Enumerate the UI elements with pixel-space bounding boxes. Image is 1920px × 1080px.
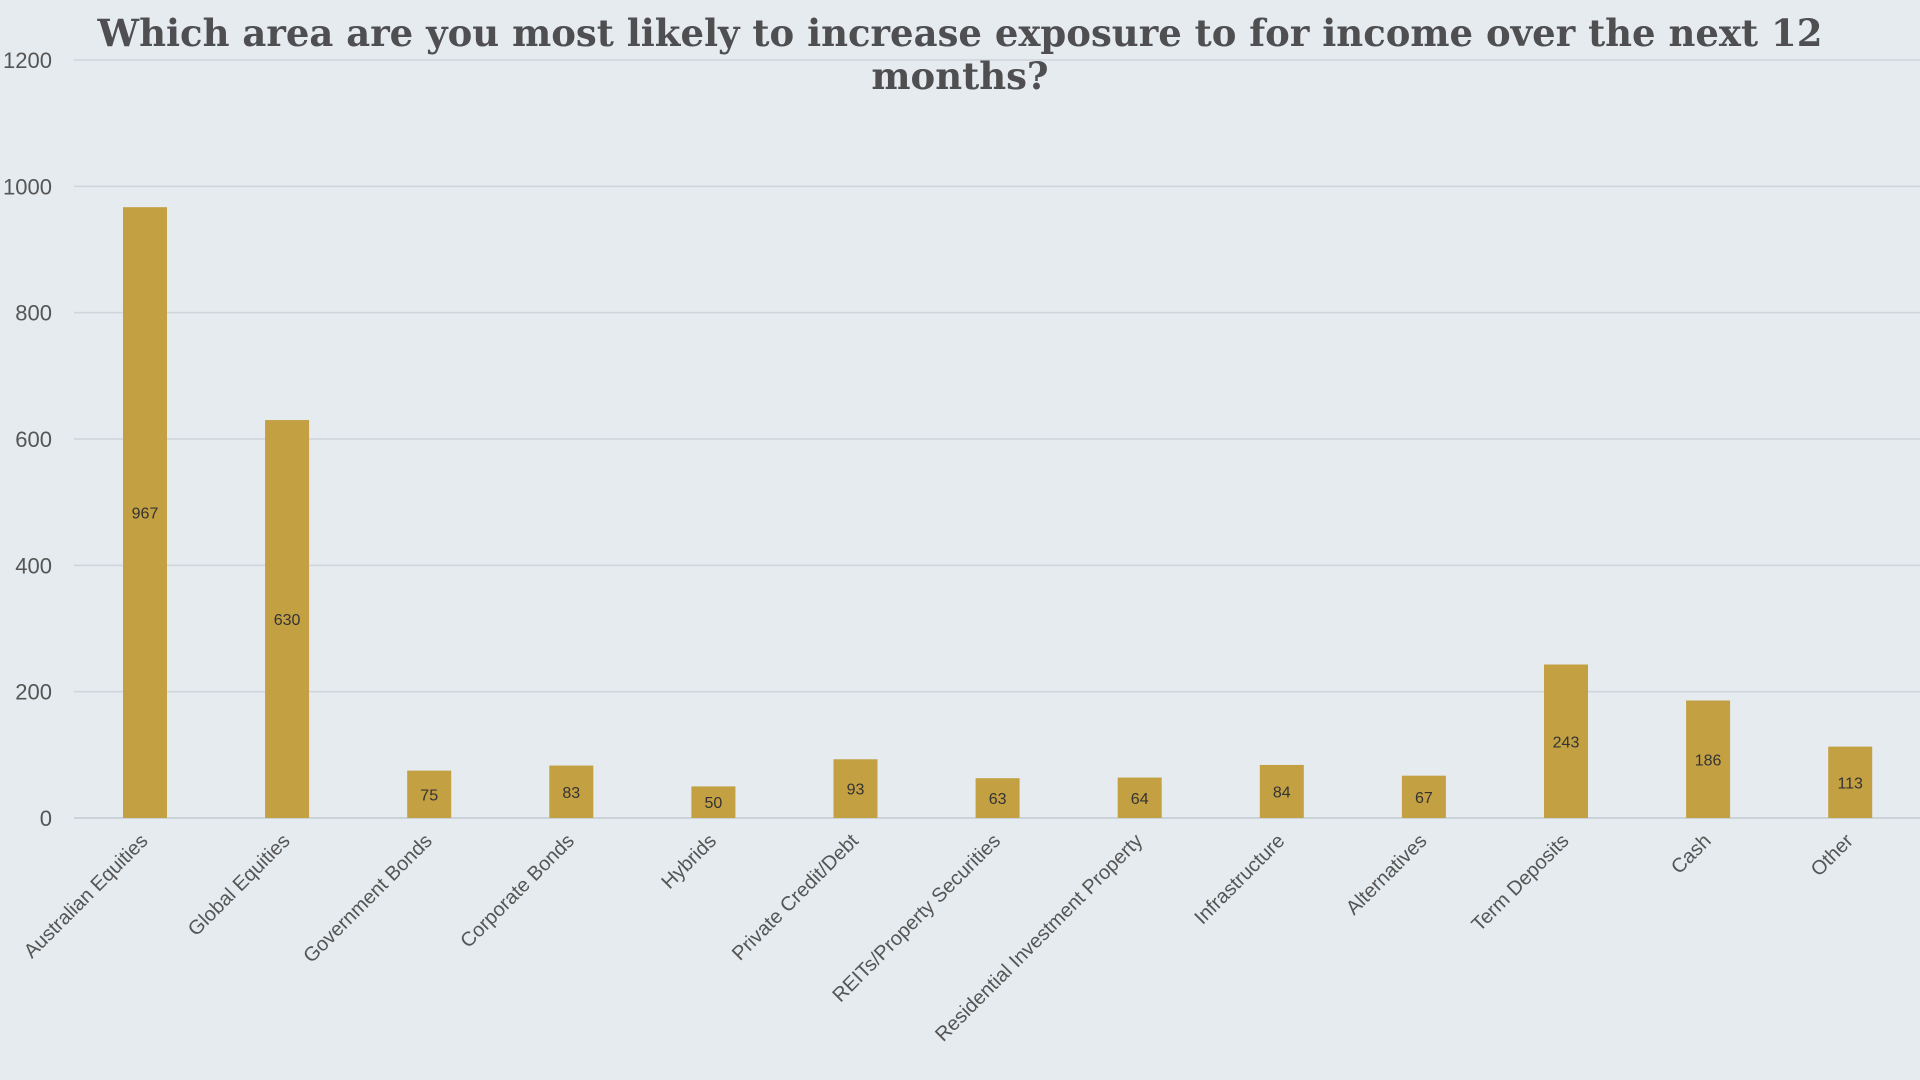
bar [833,759,878,818]
x-tick-label: Global Equities [184,830,295,941]
bar-value-label: 186 [1695,752,1722,769]
bar [265,420,310,818]
x-tick-label: Other [1807,830,1858,881]
x-tick-label: Private Credit/Debt [728,830,863,965]
bar-value-label: 93 [847,782,865,799]
bar [1401,775,1446,818]
x-tick-label: REITs/Property Securities [828,830,1005,1007]
chart-title-line-2: months? [871,54,1048,98]
bar-value-label: 113 [1837,775,1863,792]
y-tick-label: 800 [15,301,52,326]
chart-title-line-1: Which area are you most likely to increa… [97,11,1823,55]
bar-value-label: 630 [274,612,301,629]
bar-value-label: 84 [1273,784,1291,801]
bar-value-label: 67 [1415,790,1433,807]
bar-value-label: 967 [132,506,159,523]
x-tick-label: Alternatives [1342,830,1431,919]
bar [407,770,452,818]
bar-value-label: 64 [1131,791,1149,808]
y-axis-ticks: 0 200 400 600 800 1000 1200 [3,48,52,831]
bar [691,786,736,818]
bar [1828,746,1873,818]
bar [549,765,594,818]
x-tick-label: Hybrids [657,830,720,893]
x-tick-label: Australian Equities [20,830,153,963]
y-tick-label: 400 [15,553,52,578]
bar [975,778,1020,818]
x-axis-ticks: Australian Equities Global Equities Govern… [20,830,1858,1046]
bar [1544,664,1588,818]
bar-value-label: 83 [562,785,580,802]
data-labels: 967 630 75 83 50 93 63 64 84 67 243 186 113 [132,506,1863,813]
x-tick-label: Government Bonds [299,830,436,967]
bar [123,207,167,818]
bars [123,207,1873,818]
bar [1259,764,1304,818]
y-tick-label: 1200 [3,48,52,73]
y-tick-label: 200 [15,680,52,705]
bar-value-label: 243 [1553,734,1580,751]
x-tick-label: Corporate Bonds [456,830,578,952]
y-tick-label: 0 [40,806,52,831]
y-tick-label: 600 [15,427,52,452]
x-tick-label: Infrastructure [1190,830,1289,929]
bar-value-label: 50 [705,795,723,812]
bar-value-label: 63 [989,791,1007,808]
gridlines [74,59,1920,819]
x-tick-label: Cash [1667,830,1716,879]
y-tick-label: 1000 [3,174,52,199]
bar-value-label: 75 [420,787,438,804]
bar [1686,700,1731,818]
x-tick-label: Term Deposits [1468,830,1574,936]
bar [1117,777,1162,818]
